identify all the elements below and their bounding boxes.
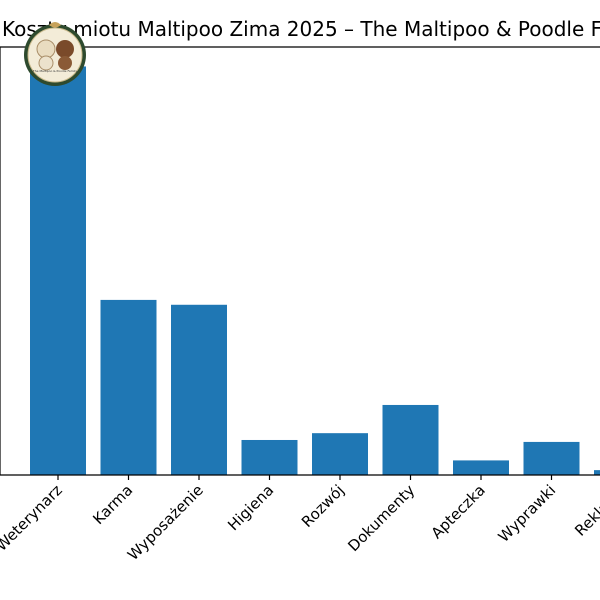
x-tick-label-6: Apteczka [428, 481, 489, 542]
x-tick-label-0: Weterynarz [0, 481, 66, 555]
logo-badge: The Maltipoo & Poodle Family [24, 22, 86, 86]
bar-3 [241, 439, 298, 475]
x-tick-label-2: Wyposażenie [124, 481, 207, 564]
bar-1 [100, 299, 157, 475]
bar-4 [312, 433, 368, 475]
x-tick-label-3: Higiena [224, 481, 277, 534]
bar-2 [171, 304, 227, 475]
x-tick-label-8: Reklama [571, 481, 600, 540]
chart-title: Koszty miotu Maltipoo Zima 2025 – The Ma… [2, 17, 600, 41]
bar-8 [594, 470, 600, 475]
bar-0 [30, 66, 86, 476]
x-tick-label-5: Dokumenty [344, 481, 418, 555]
x-tick-label-1: Karma [89, 481, 136, 528]
bar-5 [382, 404, 439, 475]
logo-text: The Maltipoo & Poodle Family [32, 69, 77, 73]
x-tick-label-7: Wyprawki [495, 481, 560, 546]
bars-group [30, 66, 600, 476]
x-tick-label-4: Rozwój [298, 481, 348, 531]
bar-7 [523, 441, 580, 475]
bar-6 [453, 460, 509, 475]
